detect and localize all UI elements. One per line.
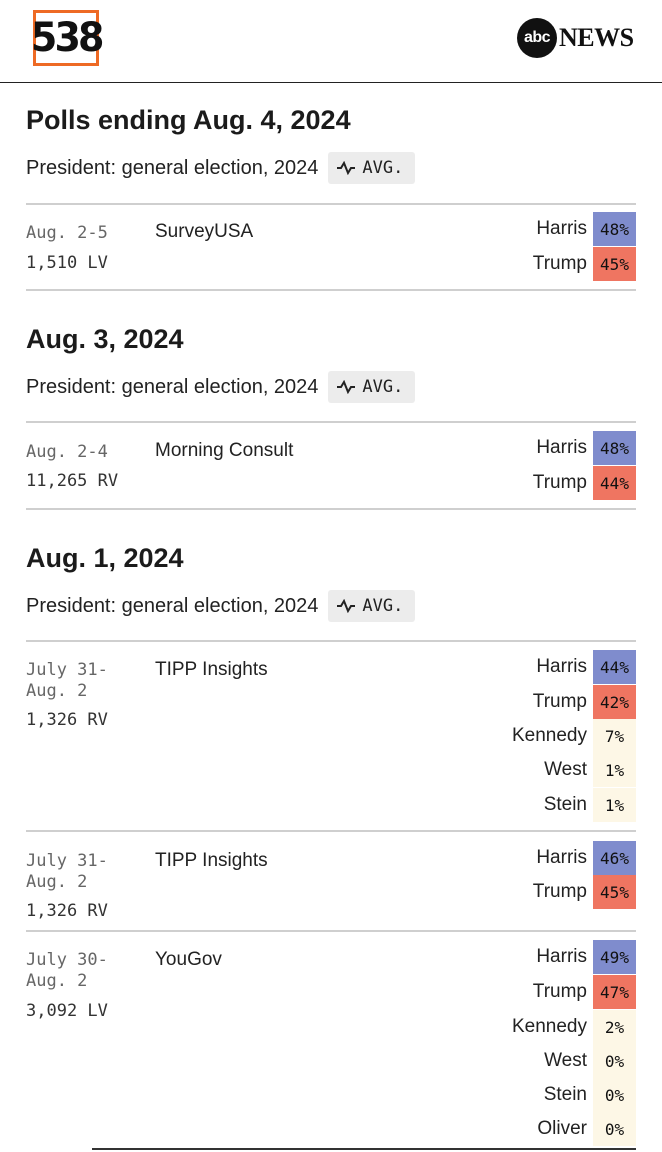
divider (26, 508, 636, 510)
abc-news-logo[interactable]: abc NEWS (517, 18, 634, 58)
result-row: West 1% (544, 753, 636, 787)
divider (26, 289, 636, 291)
result-row: Trump 42% (533, 685, 636, 719)
candidate-pct: 48% (593, 212, 636, 246)
candidate-name: Trump (532, 472, 587, 493)
candidate-pct: 48% (593, 431, 636, 465)
candidate-name: Harris (536, 656, 587, 677)
candidate-name: Trump (532, 691, 587, 712)
538-logo-text: 538 (30, 15, 105, 61)
538-logo[interactable]: 538 (30, 10, 105, 66)
pollster-name[interactable]: SurveyUSA (155, 221, 254, 242)
avg-label: AVG. (362, 158, 404, 178)
candidate-pct: 45% (593, 875, 636, 909)
avg-button[interactable]: AVG. (328, 590, 416, 622)
trend-icon (337, 161, 356, 175)
candidate-name: Harris (536, 946, 587, 967)
candidate-pct: 7% (593, 719, 636, 753)
result-row: Stein 1% (544, 788, 636, 822)
race-line: President: general election, 2024 AVG. (26, 590, 416, 622)
result-row: Oliver 0% (537, 1112, 636, 1146)
candidate-pct: 1% (593, 788, 636, 822)
avg-button[interactable]: AVG. (328, 371, 416, 403)
result-row: Trump 44% (533, 466, 636, 500)
avg-label: AVG. (362, 596, 404, 616)
section-title: Aug. 3, 2024 (26, 324, 184, 354)
result-row: Kennedy 2% (512, 1010, 636, 1044)
candidate-pct: 0% (593, 1078, 636, 1112)
poll-dates: July 30- Aug. 2 (26, 950, 108, 991)
result-row: Harris 46% (536, 841, 636, 875)
result-row: Trump 45% (533, 247, 636, 281)
candidate-pct: 44% (593, 650, 636, 684)
trend-icon (337, 599, 356, 613)
poll-dates: Aug. 2-5 (26, 223, 108, 243)
candidate-name: Harris (536, 218, 587, 239)
poll-sample: 3,092 LV (26, 1001, 108, 1021)
result-row: Kennedy 7% (512, 719, 636, 753)
section-title: Polls ending Aug. 4, 2024 (26, 105, 351, 135)
pollster-name[interactable]: YouGov (155, 949, 222, 970)
candidate-name: Trump (532, 253, 587, 274)
abc-circle-logo: abc (517, 18, 557, 58)
candidate-pct: 0% (593, 1044, 636, 1078)
candidate-pct: 46% (593, 841, 636, 875)
pollster-name[interactable]: Morning Consult (155, 440, 294, 461)
avg-label: AVG. (362, 377, 404, 397)
candidate-pct: 0% (593, 1112, 636, 1146)
poll-sample: 1,326 RV (26, 901, 108, 921)
candidate-name: Trump (532, 981, 587, 1002)
poll-dates: July 31- Aug. 2 (26, 851, 108, 892)
race-label[interactable]: President: general election, 2024 (26, 375, 319, 398)
candidate-pct: 49% (593, 940, 636, 974)
candidate-pct: 44% (593, 466, 636, 500)
result-row: Stein 0% (544, 1078, 636, 1112)
candidate-name: West (544, 1050, 587, 1071)
candidate-name: Oliver (537, 1118, 587, 1139)
pollster-name[interactable]: TIPP Insights (155, 850, 268, 871)
candidate-name: Stein (543, 794, 587, 815)
race-label[interactable]: President: general election, 2024 (26, 156, 319, 179)
divider (26, 203, 636, 205)
result-row: Harris 49% (536, 940, 636, 974)
result-row: Harris 48% (536, 212, 636, 246)
bottom-rule (92, 1148, 636, 1150)
result-row: Trump 45% (533, 875, 636, 909)
candidate-name: Kennedy (511, 725, 587, 746)
race-line: President: general election, 2024 AVG. (26, 371, 416, 403)
result-row: Harris 48% (536, 431, 636, 465)
candidate-pct: 45% (593, 247, 636, 281)
divider (26, 421, 636, 423)
result-row: West 0% (544, 1044, 636, 1078)
site-header: 538 abc NEWS (0, 0, 662, 83)
candidate-name: Kennedy (511, 1016, 587, 1037)
poll-sample: 1,510 LV (26, 253, 108, 273)
pollster-name[interactable]: TIPP Insights (155, 659, 268, 680)
candidate-pct: 47% (593, 975, 636, 1009)
divider (26, 640, 636, 642)
candidate-name: Harris (536, 437, 587, 458)
candidate-name: Trump (532, 881, 587, 902)
trend-icon (337, 380, 356, 394)
divider (26, 930, 636, 932)
candidate-name: Harris (536, 847, 587, 868)
candidate-name: Stein (543, 1084, 587, 1105)
candidate-pct: 2% (593, 1010, 636, 1044)
avg-button[interactable]: AVG. (328, 152, 416, 184)
section-title: Aug. 1, 2024 (26, 543, 184, 573)
candidate-pct: 1% (593, 753, 636, 787)
poll-sample: 1,326 RV (26, 710, 108, 730)
news-wordmark: NEWS (559, 23, 634, 52)
poll-dates: Aug. 2-4 (26, 442, 108, 462)
divider (26, 830, 636, 832)
candidate-name: West (544, 759, 587, 780)
result-row: Harris 44% (536, 650, 636, 684)
result-row: Trump 47% (533, 975, 636, 1009)
candidate-pct: 42% (593, 685, 636, 719)
race-line: President: general election, 2024 AVG. (26, 152, 416, 184)
race-label[interactable]: President: general election, 2024 (26, 594, 319, 617)
poll-dates: July 31- Aug. 2 (26, 660, 108, 701)
poll-sample: 11,265 RV (26, 471, 119, 491)
